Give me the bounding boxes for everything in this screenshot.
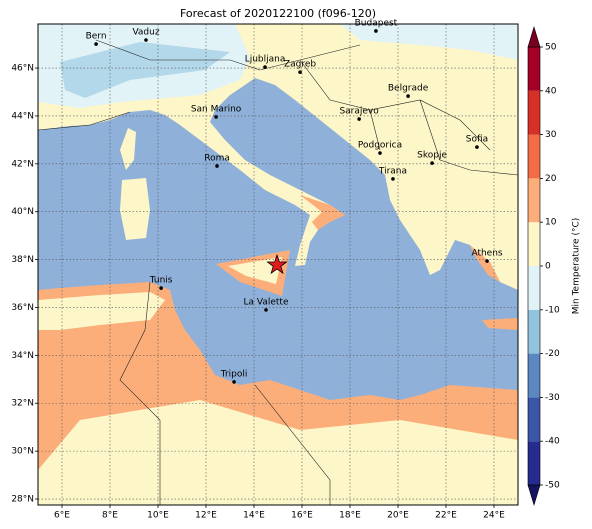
city-dot — [357, 117, 361, 121]
city-label: Athens — [471, 249, 502, 259]
forecast-point-star — [266, 253, 288, 275]
y-tick-label: 36°N — [11, 303, 34, 313]
y-tick-label: 30°N — [11, 447, 34, 457]
x-tick-label: 10°E — [147, 511, 169, 521]
colorbar-bin — [528, 47, 540, 91]
y-tick-label: 44°N — [11, 111, 34, 121]
colorbar-under — [527, 484, 541, 507]
city-dot — [430, 161, 434, 165]
colorbar-bin — [528, 90, 540, 135]
colorbar-tick-label: 40 — [545, 86, 557, 96]
city-dot — [214, 115, 218, 119]
x-tick-label: 8°E — [102, 511, 118, 521]
colorbar-label: Min Temperature (°C) — [572, 218, 582, 315]
colorbar-tick-label: -30 — [545, 393, 560, 403]
city-label: Vaduz — [132, 28, 159, 38]
city-dot — [475, 145, 479, 149]
x-tick-label: 12°E — [195, 511, 217, 521]
colorbar-bin — [528, 441, 540, 485]
colorbar-tick-label: 0 — [545, 262, 551, 272]
x-tick-label: 20°E — [387, 511, 409, 521]
colorbar-bin — [528, 353, 540, 398]
city-dot — [215, 164, 219, 168]
y-tick-label: 46°N — [11, 64, 34, 74]
x-tick-label: 18°E — [339, 511, 361, 521]
colorbar-tick-label: 10 — [545, 218, 557, 228]
gridlines — [38, 24, 518, 505]
city-dot — [378, 151, 382, 155]
city-label: Roma — [204, 153, 230, 163]
x-tick-label: 24°E — [483, 511, 505, 521]
italy-coast-warm — [300, 195, 500, 282]
y-tick-label: 40°N — [11, 207, 34, 217]
y-tick-label: 38°N — [11, 255, 34, 265]
colorbar-tick-label: 20 — [545, 174, 557, 184]
city-dot — [232, 380, 236, 384]
city-dot — [144, 38, 148, 42]
x-tick-label: 22°E — [435, 511, 457, 521]
y-tick-label: 34°N — [11, 351, 34, 361]
colorbar-bin — [528, 222, 540, 266]
y-tick-label: 28°N — [11, 495, 34, 505]
city-label: Tirana — [378, 166, 407, 176]
city-label: Zagreb — [284, 60, 316, 70]
colorbar-tick-label: 30 — [545, 130, 557, 140]
city-dot — [159, 286, 163, 290]
city-dot — [485, 259, 489, 263]
city-label: Skopje — [417, 151, 447, 161]
city-label: Ljubljana — [245, 55, 286, 65]
x-tick-label: 14°E — [243, 511, 265, 521]
city-label: San Marino — [191, 104, 242, 114]
city-dot — [263, 65, 267, 69]
city-label: Belgrade — [388, 84, 429, 94]
colorbar-tick-label: -50 — [545, 481, 560, 491]
city-dot — [94, 42, 98, 46]
city-label: Budapest — [355, 18, 398, 28]
colorbar-tick-label: -40 — [545, 437, 560, 447]
sardinia — [120, 178, 150, 240]
colorbar-bin — [528, 309, 540, 354]
colorbar-bin — [528, 266, 540, 310]
colorbar-tick-label: -20 — [545, 349, 560, 359]
city-label: Podgorica — [358, 141, 402, 151]
crete — [482, 318, 518, 330]
city-dot — [374, 29, 378, 33]
city-label: Tripoli — [220, 369, 248, 379]
city-dot — [298, 70, 302, 74]
colorbar-over — [527, 25, 541, 48]
colorbar-tick-label: 50 — [545, 43, 557, 53]
city-dot — [264, 308, 268, 312]
y-tick-label: 42°N — [11, 159, 34, 169]
colorbar-tick-label: -10 — [545, 305, 560, 315]
corsica — [120, 128, 136, 170]
map-title: Forecast of 2020122100 (f096-120) — [180, 7, 376, 20]
map-frame — [37, 23, 519, 506]
sicily-inner — [228, 257, 282, 284]
y-tick-label: 32°N — [11, 399, 34, 409]
city-label: Sarajevo — [339, 107, 379, 117]
colorbar-bin — [528, 134, 540, 179]
alps-cold — [60, 42, 230, 98]
x-tick-label: 16°E — [291, 511, 313, 521]
city-dot — [391, 177, 395, 181]
city-label: La Valette — [244, 297, 289, 307]
city-label: Sofia — [466, 135, 488, 145]
city-dot — [406, 94, 410, 98]
x-tick-label: 6°E — [54, 511, 70, 521]
city-label: Tunis — [149, 276, 173, 286]
city-label: Bern — [86, 32, 107, 42]
colorbar-bin — [528, 178, 540, 223]
colorbar-bin — [528, 397, 540, 442]
